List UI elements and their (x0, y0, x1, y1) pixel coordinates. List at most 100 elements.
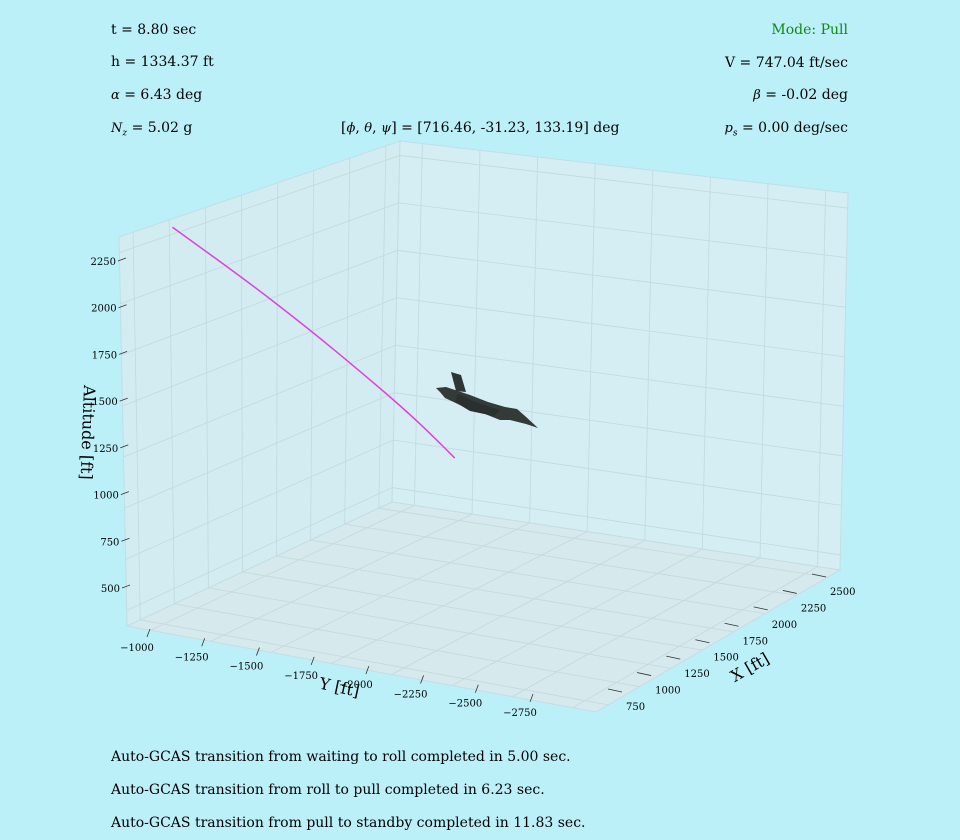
grid-line-x-wall (168, 219, 175, 604)
grid-line-x-floor (208, 587, 672, 669)
grid-line-z-left (125, 439, 394, 560)
grid-line-x-floor (310, 539, 766, 615)
grid-line-x-wall (276, 182, 278, 557)
y-tick-mark (256, 647, 260, 656)
grid-line-y-wall (644, 170, 654, 541)
grid-line-y-floor (572, 566, 818, 709)
grid-line-z-left (120, 202, 399, 305)
y-tick-label: −2500 (448, 699, 482, 710)
z-tick-mark (120, 444, 129, 449)
y-tick-label: −1000 (120, 643, 154, 654)
z-tick-label: 1500 (92, 397, 117, 408)
y-axis-label: Y [ft] (317, 674, 362, 701)
grid-line-z-right (395, 344, 844, 407)
aircraft-tail-fin (451, 372, 466, 392)
z-tick-label: 1250 (93, 444, 118, 455)
grid-line-x-wall (344, 158, 351, 525)
nz-symbol: Nz (111, 121, 128, 139)
y-tick-mark (365, 666, 370, 675)
grid-line-y-wall (529, 156, 538, 523)
z-tick-mark (119, 351, 128, 355)
grid-line-x-floor (344, 523, 797, 596)
z-tick-mark (121, 537, 130, 542)
x-tick-mark (607, 688, 623, 693)
x-tick-mark (782, 590, 797, 594)
grid-line-y-wall (586, 163, 596, 532)
grid-line-z-left (126, 487, 393, 611)
z-tick-mark (118, 304, 127, 309)
grid-line-x-floor (174, 603, 640, 688)
speed-readout: V = 747.04 ft/sec (724, 55, 848, 71)
x-tick-label: 1000 (655, 686, 680, 697)
z-tick-label: 2000 (91, 304, 116, 315)
grid-line-y-wall (414, 143, 423, 506)
grid-line-z-right (392, 487, 841, 556)
z-axis-label: Altitude [ft] (77, 384, 99, 480)
grid-line-y-wall (471, 150, 481, 515)
grid-line-x-floor (242, 571, 703, 651)
z-tick-label: 750 (100, 537, 119, 548)
grid-line-x-floor (140, 619, 609, 706)
ps-value: = 0.00 deg/sec (741, 120, 848, 136)
back-pane-right (391, 140, 849, 571)
trajectory-line (172, 226, 456, 459)
grid-line-x-wall (132, 232, 141, 620)
x-tick-mark (695, 639, 710, 644)
beta-symbol: β (753, 88, 761, 103)
aircraft-model (436, 372, 538, 428)
alpha-value: = 6.43 deg (124, 87, 203, 103)
x-tick-mark (753, 606, 768, 611)
grid-line-x-floor (378, 507, 828, 578)
grid-line-z-left (122, 297, 397, 407)
z-tick-mark (119, 397, 128, 402)
y-tick-mark (201, 638, 206, 647)
time-readout: t = 8.80 sec (111, 22, 197, 38)
grid-line-z-left (119, 155, 400, 253)
euler-value: = [716.46, -31.23, 133.19] deg (401, 120, 620, 136)
x-tick-label: 2000 (772, 620, 797, 631)
x-tick-mark (666, 655, 681, 660)
z-tick-mark (121, 584, 131, 589)
status-message-standby: Auto-GCAS transition from pull to standb… (111, 815, 586, 831)
z-tick-label: 500 (101, 584, 120, 595)
grid-line-y-wall (702, 177, 711, 550)
grid-line-y-floor (150, 505, 415, 631)
grid-line-z-right (397, 249, 846, 308)
grid-line-y-floor (512, 557, 761, 697)
x-tick-label: 2500 (830, 587, 855, 598)
status-message-roll: Auto-GCAS transition from waiting to rol… (111, 749, 571, 765)
y-tick-mark (529, 693, 534, 703)
y-tick-mark (146, 628, 151, 638)
ps-symbol: ps (724, 121, 738, 139)
grid-line-y-wall (759, 183, 769, 558)
mode-readout: Mode: Pull (771, 22, 848, 38)
grid-line-x-wall (378, 145, 387, 509)
alpha-readout: α = 6.43 deg (111, 87, 202, 104)
x-tick-label: 1500 (713, 653, 738, 664)
x-tick-label: 1750 (743, 636, 768, 647)
y-tick-label: −1250 (175, 652, 209, 663)
z-tick-mark (117, 257, 127, 262)
grid-line-z-right (399, 155, 848, 209)
grid-line-y-floor (391, 540, 645, 675)
z-tick-label: 2250 (91, 257, 116, 268)
alpha-symbol: α (111, 88, 120, 103)
grid-line-y-wall (817, 190, 826, 567)
tick-labels: 500 750 1000 1250 1500 1750 2000 2250 −1000 −1250… (91, 257, 856, 719)
grid-line-x-wall (310, 170, 315, 541)
y-tick-label: −2750 (503, 708, 537, 719)
status-message-pull: Auto-GCAS transition from roll to pull c… (111, 782, 545, 798)
y-tick-mark (420, 675, 424, 684)
y-tick-label: −1750 (284, 671, 318, 682)
y-tick-label: −1500 (230, 662, 264, 673)
y-tick-label: −2250 (394, 689, 428, 700)
grid-line-y-floor (210, 513, 473, 642)
euler-angles-readout: [ϕ, θ, ψ] = [716.46, -31.23, 133.19] deg (341, 120, 619, 137)
aircraft-wing (455, 394, 500, 416)
z-tick-mark (120, 491, 129, 495)
x-tick-label: 2250 (801, 603, 826, 614)
grid-line-x-floor (276, 555, 734, 633)
x-tick-mark (724, 622, 739, 627)
axis-ticks (117, 257, 827, 703)
